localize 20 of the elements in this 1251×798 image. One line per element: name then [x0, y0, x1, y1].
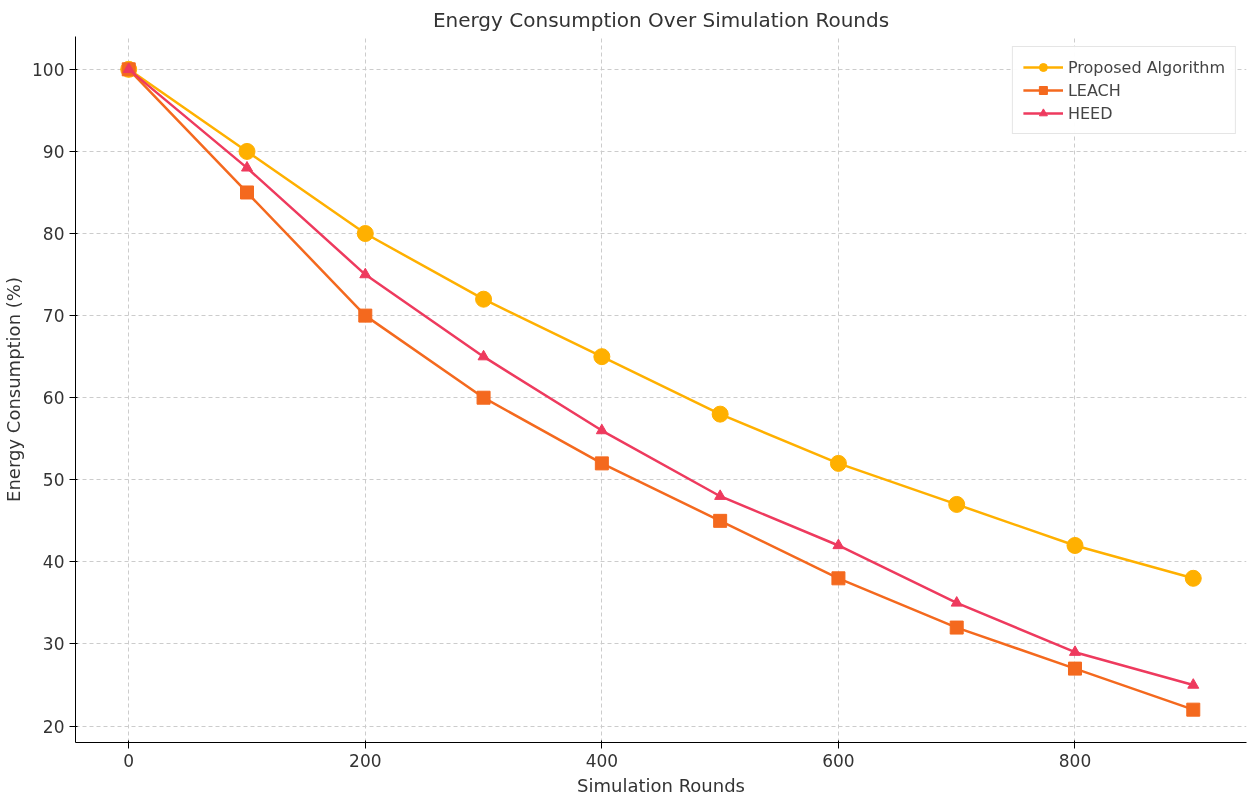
y-tick-label: 100	[32, 59, 65, 80]
legend-label: Proposed Algorithm	[1067, 57, 1225, 77]
legend-label: LEACH	[1067, 80, 1121, 100]
y-tick-label: 80	[42, 224, 65, 245]
y-tick-label: 70	[42, 306, 65, 327]
x-tick-label: 400	[585, 750, 619, 771]
x-tick-label: 800	[1058, 750, 1092, 771]
y-tick-label: 20	[42, 716, 65, 737]
y-tick-label: 50	[42, 470, 65, 491]
y-axis-title: Energy Consumption (%)	[3, 277, 25, 502]
x-tick-label: 0	[123, 750, 135, 771]
y-tick-label: 30	[42, 634, 65, 655]
x-tick-label: 600	[822, 750, 855, 771]
y-tick-label: 90	[42, 141, 65, 162]
y-tick-label: 40	[42, 552, 65, 573]
y-tick-label: 60	[42, 388, 65, 409]
legend-label: HEED	[1067, 103, 1113, 123]
x-tick-label: 200	[349, 750, 382, 771]
chart-title: Energy Consumption Over Simulation Rounds	[432, 7, 890, 32]
x-axis-title: Simulation Rounds	[577, 774, 745, 796]
